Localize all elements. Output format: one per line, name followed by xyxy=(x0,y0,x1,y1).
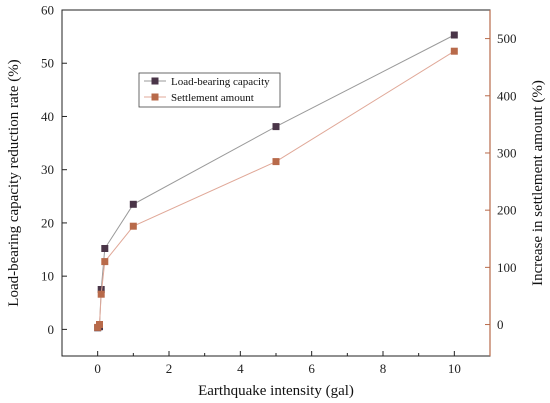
series-2-point xyxy=(129,222,137,230)
x-tick-label: 10 xyxy=(448,361,461,376)
left-y-tick-label: 40 xyxy=(41,109,54,124)
series-1-point xyxy=(272,123,280,131)
plot-frame xyxy=(61,9,491,357)
left-y-tick-label: 60 xyxy=(41,3,54,18)
series-layer xyxy=(94,31,458,332)
x-axis-title: Earthquake intensity (gal) xyxy=(198,383,354,399)
left-y-tick-label: 20 xyxy=(41,215,54,230)
series-2-point xyxy=(272,158,280,166)
right-y-tick-label: 200 xyxy=(497,203,517,218)
series-2-point xyxy=(97,290,105,298)
legend-marker xyxy=(151,93,159,101)
x-axis-ticks: 0 2 4 6 8 10 xyxy=(61,351,491,376)
legend-marker xyxy=(151,77,159,85)
series-1-point xyxy=(450,31,458,39)
x-tick-label: 2 xyxy=(166,361,173,376)
right-y-tick-label: 500 xyxy=(497,31,517,46)
series-1-point xyxy=(129,200,137,208)
series-1-point xyxy=(97,286,105,293)
legend-box xyxy=(138,72,281,108)
series-1-point xyxy=(101,245,109,252)
x-tick-label: 6 xyxy=(308,361,315,376)
left-y-tick-label: 50 xyxy=(41,56,54,71)
right-y-tick-label: 0 xyxy=(497,317,504,332)
left-y-axis-title: Load-bearing capacity reduction rate (%) xyxy=(6,59,22,306)
series-2-point xyxy=(450,47,458,55)
series-2-point xyxy=(96,321,103,328)
legend: Load-bearing capacity Settlement amount xyxy=(138,72,281,108)
right-y-axis-title: Increase in settlement amount (%) xyxy=(530,80,546,286)
left-y-axis-ticks: 0 10 20 30 40 50 60 xyxy=(41,3,67,337)
right-y-tick-label: 300 xyxy=(497,145,517,160)
series-2-point xyxy=(101,258,109,266)
legend-label: Load-bearing capacity xyxy=(171,76,270,88)
x-tick-label: 4 xyxy=(237,361,244,376)
right-y-tick-label: 100 xyxy=(497,260,517,275)
x-tick-label: 8 xyxy=(380,361,387,376)
left-y-tick-label: 30 xyxy=(41,162,54,177)
right-y-axis-ticks: 0 100 200 300 400 500 xyxy=(485,31,517,332)
x-tick-label: 0 xyxy=(94,361,101,376)
right-y-tick-label: 400 xyxy=(497,88,517,103)
left-y-tick-label: 0 xyxy=(48,322,55,337)
legend-label: Settlement amount xyxy=(171,92,254,104)
left-y-tick-label: 10 xyxy=(41,269,54,284)
